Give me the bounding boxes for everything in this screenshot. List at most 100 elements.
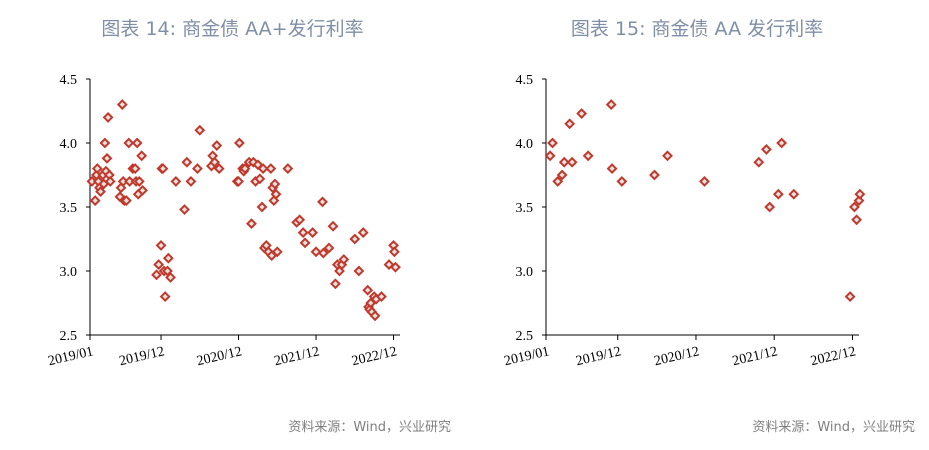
data-point: [544, 150, 556, 162]
data-point: [129, 163, 141, 175]
y-tick-label: 4.5: [516, 73, 534, 88]
data-point: [388, 246, 400, 258]
data-point: [137, 184, 148, 196]
data-point: [788, 188, 800, 200]
data-point: [299, 237, 311, 249]
data-point: [317, 247, 329, 259]
data-point: [849, 201, 860, 213]
data-point: [89, 195, 101, 207]
data-point: [123, 137, 135, 149]
data-point: [179, 204, 190, 215]
data-point: [159, 291, 171, 303]
data-point: [310, 246, 322, 258]
data-point: [91, 163, 103, 175]
chart-title: 图表 15: 商金债 AA 发行利率: [570, 18, 824, 40]
data-point: [323, 242, 335, 254]
data-point: [760, 143, 772, 155]
data-point: [566, 156, 578, 168]
data-point: [181, 156, 193, 168]
data-point: [136, 150, 148, 162]
x-tick-label: 2022/12: [809, 344, 857, 369]
x-tick-label: 2022/12: [350, 344, 398, 369]
chart-title: 图表 14: 商金债 AA+发行利率: [101, 18, 364, 40]
x-tick-label: 2019/12: [575, 344, 623, 369]
data-point: [353, 265, 365, 277]
data-point: [185, 175, 197, 187]
data-point: [95, 186, 106, 198]
data-point: [266, 250, 278, 262]
data-point: [116, 99, 128, 111]
data-point: [104, 175, 116, 187]
data-point: [151, 269, 162, 281]
data-point: [605, 99, 617, 111]
y-tick-label: 3.0: [60, 265, 78, 280]
y-tick-label: 3.5: [516, 201, 534, 216]
data-point: [297, 227, 309, 239]
x-tick-label: 2019/12: [118, 344, 166, 369]
data-point: [376, 291, 387, 303]
data-point: [233, 137, 245, 149]
data-point: [165, 271, 176, 283]
x-tick-label: 2021/12: [731, 344, 779, 369]
scatter-plot: 2.5 3.0 3.5 4.0 4.5 2019/01 2019/12 2020/12 2021…: [47, 73, 401, 369]
y-tick-label: 3.5: [60, 201, 78, 216]
y-tick-label: 4.5: [60, 73, 78, 88]
y-tick-label: 2.5: [516, 329, 534, 344]
data-point: [616, 175, 628, 187]
data-point: [327, 220, 339, 232]
data-point: [547, 137, 558, 149]
data-point: [307, 227, 319, 239]
data-point: [270, 188, 282, 200]
data-point: [369, 310, 381, 322]
y-tick-label: 3.0: [516, 265, 534, 280]
data-point: [330, 278, 341, 290]
data-point: [606, 163, 618, 175]
data-point: [851, 214, 863, 226]
source-note: 资料来源：Wind，兴业研究: [752, 420, 915, 435]
data-point: [256, 201, 268, 213]
y-tick-label: 2.5: [60, 329, 78, 344]
data-point: [294, 214, 306, 226]
data-point: [776, 137, 788, 149]
data-point: [772, 188, 784, 200]
data-point: [271, 246, 283, 258]
data-point: [211, 140, 223, 151]
data-point: [282, 163, 294, 175]
data-point: [209, 156, 221, 168]
data-point: [390, 261, 401, 273]
chart-panel-left: 图表 14: 商金债 AA+发行利率 2.5 3.0 3.5 4.0 4.5 2019/0…: [47, 18, 451, 435]
data-point: [194, 124, 206, 136]
data-point: [564, 118, 576, 130]
data-point: [558, 156, 570, 168]
data-point: [317, 196, 328, 208]
data-point: [357, 227, 369, 239]
chart-panel-right: 图表 15: 商金债 AA 发行利率 2.5 3.0 3.5 4.0 4.5 2019/0…: [465, 0, 929, 450]
data-point: [753, 156, 765, 168]
data-point: [576, 108, 588, 119]
data-point: [133, 175, 145, 187]
data-point: [153, 259, 165, 271]
data-point: [338, 254, 350, 265]
data-point: [662, 150, 673, 162]
data-point: [699, 175, 710, 187]
data-point: [362, 284, 374, 296]
data-point: [269, 178, 281, 190]
x-tick-label: 2019/01: [47, 344, 95, 369]
source-note: 资料来源：Wind，兴业研究: [288, 420, 451, 435]
data-point: [552, 175, 564, 187]
data-point: [844, 291, 856, 303]
data-point: [265, 163, 277, 175]
data-point: [247, 156, 259, 168]
scatter-plot: 2.5 3.0 3.5 4.0 4.5 2019/01 2019/12 2020/12 2021…: [503, 73, 866, 369]
x-tick-label: 2020/12: [195, 344, 243, 369]
data-point: [102, 111, 114, 123]
data-point: [649, 169, 660, 181]
data-point: [257, 163, 269, 175]
data-point: [246, 218, 257, 230]
data-point: [157, 163, 169, 175]
x-tick-label: 2021/12: [273, 344, 321, 369]
data-point: [170, 175, 182, 187]
data-point: [853, 195, 865, 207]
data-point: [99, 137, 111, 149]
data-point: [120, 195, 132, 207]
